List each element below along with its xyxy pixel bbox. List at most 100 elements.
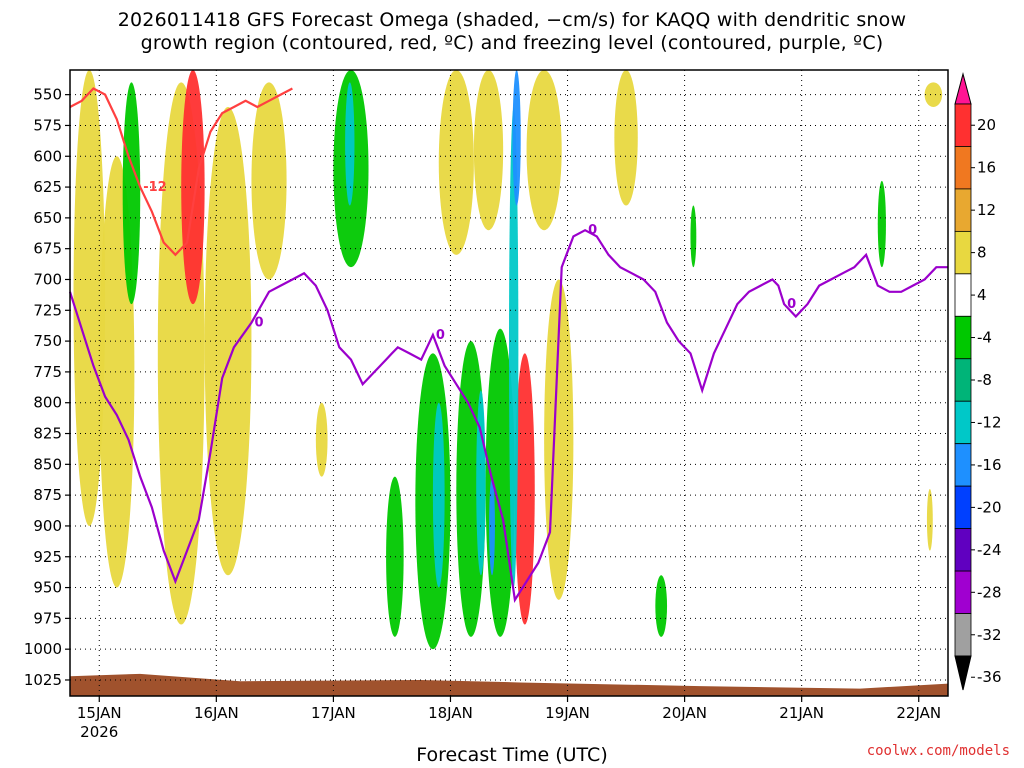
- y-tick-label-575: 575: [33, 116, 62, 134]
- y-tick-label-850: 850: [33, 455, 62, 473]
- omega-region-downward-strong-28: [512, 70, 521, 206]
- omega-region-upward-weak-10: [926, 488, 933, 551]
- colorbar-box-4: [954, 273, 972, 317]
- chart-title-line1: 2026011418 GFS Forecast Omega (shaded, −…: [117, 9, 907, 31]
- omega-region-downward-weak-21: [655, 575, 668, 637]
- colorbar-box-9: [954, 485, 972, 530]
- omega-region-downward-moderate-27: [345, 82, 355, 206]
- omega-region-upward-weak-7: [526, 69, 562, 231]
- y-tick-label-725: 725: [33, 301, 62, 319]
- omega-region-downward-strong-29: [489, 476, 495, 576]
- colorbar: 20 16 12 8 4 -4 -8 -12 -16 -20 -24 -28 -32 -36: [954, 72, 1002, 691]
- plot-frame: [69, 69, 949, 697]
- omega-region-upward-weak-12: [315, 402, 328, 477]
- y-tick-label-700: 700: [33, 270, 62, 288]
- colorbar-label-9: -20: [977, 498, 1002, 516]
- colorbar-box-3: [954, 230, 972, 275]
- colorbar-label-1: 16: [977, 159, 996, 177]
- omega-region-upward-weak-6: [473, 69, 504, 231]
- x-year-label: 2026: [80, 723, 118, 741]
- y-tick-label-775: 775: [33, 363, 62, 381]
- colorbar-label-6: -8: [977, 371, 992, 389]
- colorbar-box-5: [954, 315, 972, 360]
- x-tick-label-22JAN: 22JAN: [896, 704, 941, 722]
- colorbar-label-12: -32: [977, 626, 1002, 644]
- colorbar-box-11: [954, 570, 972, 614]
- x-tick-label-18JAN: 18JAN: [428, 704, 473, 722]
- colorbar-box-8: [954, 443, 972, 487]
- omega-region-upward-strong-13: [181, 69, 205, 305]
- y-tick-label-975: 975: [33, 609, 62, 627]
- colorbar-top-arrow: [954, 72, 972, 105]
- dgz-contour: [69, 87, 293, 257]
- colorbar-bottom-arrow: [954, 655, 972, 691]
- colorbar-box-0: [954, 103, 972, 147]
- colorbar-label-7: -12: [977, 413, 1002, 431]
- colorbar-label-11: -28: [977, 583, 1002, 601]
- omega-region-downward-moderate-26: [509, 106, 519, 588]
- y-tick-label-950: 950: [33, 579, 62, 597]
- x-tick-label-21JAN: 21JAN: [779, 704, 824, 722]
- x-tick-label-15JAN: 15JAN: [77, 704, 122, 722]
- y-tick-label-900: 900: [33, 517, 62, 535]
- omega-region-upward-weak-3: [204, 106, 252, 576]
- omega-region-upward-weak-4: [251, 82, 287, 280]
- freezing-level-label-3: 0: [588, 223, 597, 238]
- omega-region-upward-weak-8: [614, 70, 638, 206]
- omega-shading: [70, 69, 948, 696]
- colorbar-box-6: [954, 358, 972, 402]
- omega-region-downward-moderate-25: [476, 390, 486, 576]
- y-tick-label-625: 625: [33, 178, 62, 196]
- y-tick-label-675: 675: [33, 240, 62, 258]
- colorbar-label-5: -4: [977, 329, 992, 347]
- x-tick-label-16JAN: 16JAN: [194, 704, 239, 722]
- omega-region-downward-weak-17: [386, 476, 404, 637]
- colorbar-label-0: 20: [977, 116, 996, 134]
- y-tick-label-800: 800: [33, 394, 62, 412]
- colorbar-box-7: [954, 400, 972, 445]
- y-tick-label-825: 825: [33, 425, 62, 443]
- freezing-level-label-1: 0: [254, 316, 263, 331]
- x-tick-label-17JAN: 17JAN: [311, 704, 356, 722]
- freezing-level-label-4: 0: [787, 297, 796, 312]
- credit-text: coolwx.com/models: [866, 743, 1010, 759]
- dgz-label-1: -12: [143, 180, 167, 195]
- freezing-level-label-2: 0: [436, 328, 445, 343]
- colorbar-box-2: [954, 188, 972, 232]
- y-tick-label-925: 925: [33, 548, 62, 566]
- omega-region-downward-weak-18: [415, 353, 451, 650]
- y-axis: 550 575 600 625 650 675 700 725 750 775 800 825 850 8…: [24, 86, 70, 689]
- y-tick-label-750: 750: [33, 332, 62, 350]
- colorbar-box-10: [954, 528, 972, 572]
- y-tick-label-1025: 1025: [24, 671, 62, 689]
- omega-region-upward-strong-14: [514, 353, 535, 625]
- omega-region-downward-weak-15: [122, 82, 141, 305]
- y-tick-label-650: 650: [33, 209, 62, 227]
- chart-title-line2: growth region (contoured, red, ºC) and f…: [140, 32, 884, 54]
- omega-region-downward-weak-22: [690, 205, 697, 268]
- colorbar-label-10: -24: [977, 541, 1002, 559]
- omega-region-downward-moderate-24: [432, 402, 445, 588]
- ground-surface: [70, 673, 948, 696]
- omega-region-upward-weak-5: [438, 70, 474, 255]
- colorbar-label-2: 12: [977, 201, 996, 219]
- x-tick-label-19JAN: 19JAN: [545, 704, 590, 722]
- y-tick-label-550: 550: [33, 86, 62, 104]
- freezing-level-contour: [68, 228, 948, 603]
- x-tick-label-20JAN: 20JAN: [662, 704, 707, 722]
- plot-border: [69, 69, 949, 697]
- x-axis: 15JAN 16JAN 17JAN 18JAN 19JAN 20JAN 21JAN 22JAN…: [77, 696, 941, 741]
- colorbar-box-1: [954, 146, 972, 190]
- colorbar-label-8: -16: [977, 456, 1002, 474]
- y-tick-label-600: 600: [33, 147, 62, 165]
- omega-region-downward-weak-23: [877, 180, 886, 268]
- y-tick-label-1000: 1000: [24, 640, 62, 658]
- contours: 0 0 0 0 -12: [68, 87, 948, 603]
- omega-region-upward-weak-0: [73, 70, 106, 526]
- colorbar-label-13: -36: [977, 668, 1002, 686]
- y-tick-label-875: 875: [33, 486, 62, 504]
- colorbar-label-3: 8: [977, 244, 987, 262]
- omega-region-upward-weak-11: [924, 82, 943, 107]
